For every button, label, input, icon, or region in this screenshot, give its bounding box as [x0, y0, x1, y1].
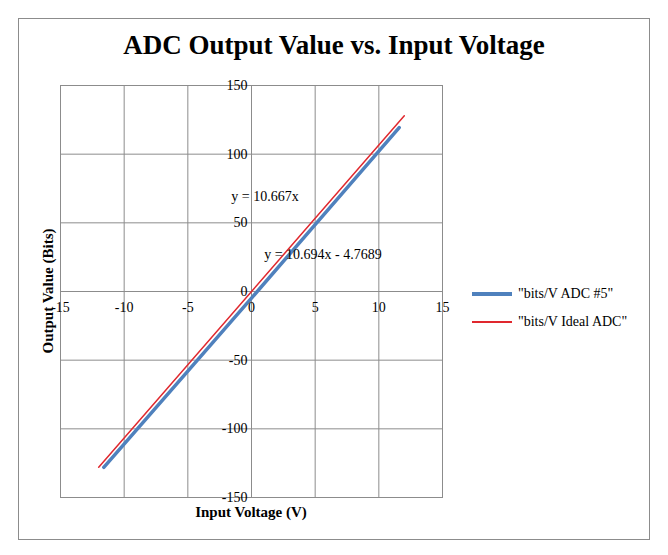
svg-text:-15: -15 [51, 300, 70, 315]
svg-text:5: 5 [312, 300, 319, 315]
svg-text:-150: -150 [222, 490, 248, 505]
html-text:Output Value (Bits): Output Value (Bits) [39, 228, 56, 354]
svg-text:50: 50 [234, 215, 248, 230]
svg-text:-100: -100 [222, 421, 248, 436]
html-text:"bits/V Ideal ADC": "bits/V Ideal ADC" [518, 314, 628, 329]
html-text:y = 10.667x: y = 10.667x [231, 189, 299, 204]
html-text:Input Voltage (V): Input Voltage (V) [195, 503, 307, 520]
svg-text:10: 10 [372, 300, 386, 315]
svg-text:100: 100 [227, 147, 248, 162]
svg-text:150: 150 [227, 78, 248, 93]
html-text:y = 10.694x - 4.7689: y = 10.694x - 4.7689 [264, 247, 382, 262]
svg-text:0: 0 [241, 284, 248, 299]
html-text:"bits/V ADC #5": "bits/V ADC #5" [518, 286, 614, 301]
svg-text:-10: -10 [115, 300, 134, 315]
svg-text:-50: -50 [229, 353, 248, 368]
html-text:ADC Output Value vs. Input Vol: ADC Output Value vs. Input Voltage [123, 30, 545, 60]
svg-text:15: 15 [436, 300, 450, 315]
svg-text:0: 0 [248, 300, 255, 315]
svg-text:-5: -5 [182, 300, 194, 315]
